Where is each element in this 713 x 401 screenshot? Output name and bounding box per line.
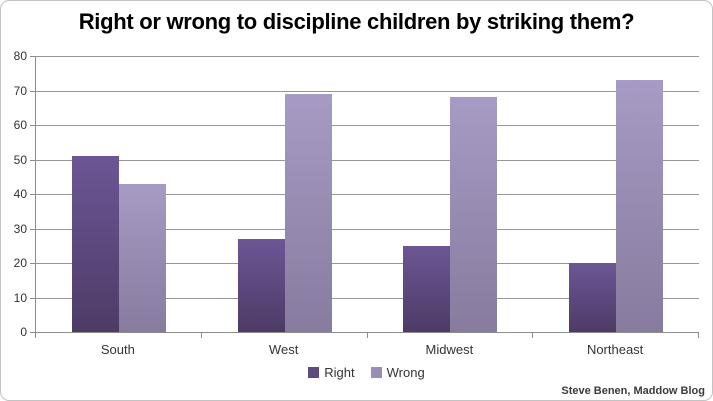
y-axis-label: 20 [13, 256, 27, 270]
y-axis-label: 0 [20, 325, 27, 339]
legend-label-wrong: Wrong [386, 365, 425, 380]
y-axis-tick [30, 297, 35, 299]
gridline-30 [36, 228, 699, 230]
x-axis-label-south: South [100, 342, 135, 357]
y-axis-tick [30, 159, 35, 161]
bar-wrong-south [118, 183, 166, 332]
y-axis-tick [30, 56, 35, 57]
chart-title: Right or wrong to discipline children by… [78, 9, 635, 34]
bar-right-south [71, 156, 119, 332]
y-axis-label: 50 [13, 152, 27, 167]
bar-right-midwest [403, 245, 451, 332]
legend-item-wrong: Wrong [370, 365, 425, 380]
y-axis-label: 30 [13, 221, 27, 236]
legend: Right Wrong [35, 365, 698, 380]
gridline-50 [36, 159, 699, 161]
y-axis-tick [30, 263, 35, 264]
y-axis-tick [30, 332, 35, 333]
y-axis-tick [30, 228, 35, 230]
y-axis-label: 10 [13, 290, 27, 305]
bar-wrong-northeast [616, 80, 664, 332]
attribution: Steve Benen, Maddow Blog [561, 385, 705, 397]
gridline-70 [36, 90, 699, 92]
gridline-80 [36, 56, 699, 57]
gridline-60 [36, 125, 699, 126]
x-axis-tick [200, 333, 202, 338]
x-axis-tick [366, 333, 368, 338]
x-axis-tick [35, 333, 36, 338]
x-axis-label-midwest: Midwest [425, 342, 474, 357]
x-axis-label-west: West [268, 342, 299, 357]
legend-label-right: Right [324, 365, 355, 380]
y-axis-tick [30, 125, 35, 126]
x-axis-label-northeast: Northeast [586, 342, 644, 357]
gridline-40 [36, 194, 699, 195]
bar-wrong-midwest [450, 97, 498, 332]
bar-wrong-west [284, 93, 332, 332]
bar-right-west [237, 238, 285, 332]
legend-item-right: Right [308, 365, 355, 380]
plot-area [35, 56, 699, 333]
y-axis-label: 60 [13, 118, 27, 132]
gridline-20 [36, 263, 699, 264]
y-axis-tick [30, 90, 35, 92]
y-axis-label: 70 [13, 83, 27, 98]
gridline-10 [36, 297, 699, 299]
x-axis-tick [698, 333, 699, 338]
x-axis-tick [532, 333, 534, 338]
y-axis-label: 80 [13, 49, 27, 63]
legend-swatch-wrong [370, 367, 382, 378]
legend-swatch-right [308, 367, 320, 378]
bar-right-northeast [569, 263, 617, 332]
y-axis-label: 40 [13, 187, 27, 201]
y-axis-tick [30, 194, 35, 195]
